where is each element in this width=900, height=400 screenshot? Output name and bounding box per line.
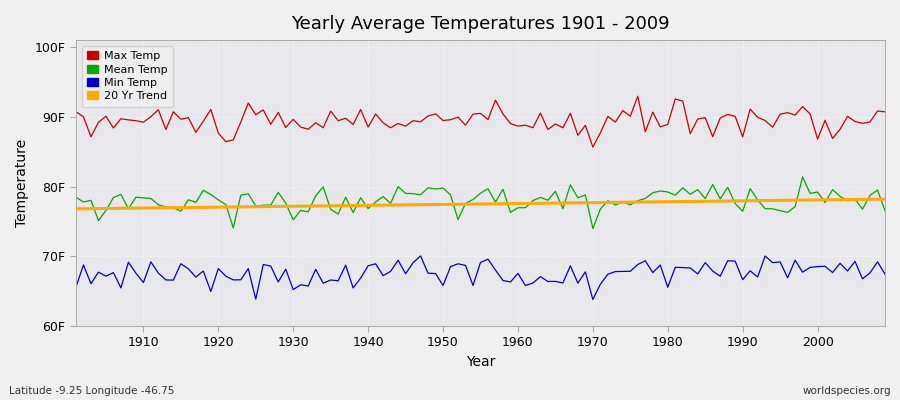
20 Yr Trend [70,206,81,211]
Max Temp [295,125,306,130]
Text: Latitude -9.25 Longitude -46.75: Latitude -9.25 Longitude -46.75 [9,386,175,396]
Line: Mean Temp: Mean Temp [76,177,885,229]
Min Temp [415,254,426,258]
Max Temp [130,118,141,123]
Min Temp [130,271,141,276]
Min Temp [520,283,531,288]
Max Temp [633,94,643,98]
20 Yr Trend [295,204,306,208]
Mean Temp [512,205,523,210]
Min Temp [70,284,81,289]
Mean Temp [588,226,598,231]
Mean Temp [610,202,621,207]
Min Temp [588,297,598,302]
Line: Max Temp: Max Temp [76,96,885,147]
Min Temp [512,271,523,276]
20 Yr Trend [130,206,141,210]
Mean Temp [505,210,516,215]
Min Temp [295,282,306,287]
20 Yr Trend [512,201,523,206]
20 Yr Trend [602,200,613,205]
Y-axis label: Temperature: Temperature [15,139,29,227]
Mean Temp [295,208,306,213]
Text: worldspecies.org: worldspecies.org [803,386,891,396]
Max Temp [610,120,621,124]
Max Temp [879,110,890,114]
X-axis label: Year: Year [466,355,495,369]
Line: Min Temp: Min Temp [76,256,885,300]
Mean Temp [130,195,141,200]
Mean Temp [340,195,351,200]
Min Temp [879,272,890,276]
20 Yr Trend [340,203,351,208]
Max Temp [70,109,81,114]
Min Temp [617,269,628,274]
Mean Temp [70,195,81,200]
Min Temp [340,263,351,268]
Max Temp [505,121,516,126]
Max Temp [588,145,598,150]
Line: 20 Yr Trend: 20 Yr Trend [76,199,885,209]
Mean Temp [797,174,808,179]
Max Temp [340,116,351,121]
20 Yr Trend [879,197,890,202]
Mean Temp [879,208,890,213]
20 Yr Trend [505,201,516,206]
Max Temp [512,124,523,128]
Legend: Max Temp, Mean Temp, Min Temp, 20 Yr Trend: Max Temp, Mean Temp, Min Temp, 20 Yr Tre… [82,46,173,107]
Title: Yearly Average Temperatures 1901 - 2009: Yearly Average Temperatures 1901 - 2009 [292,15,670,33]
